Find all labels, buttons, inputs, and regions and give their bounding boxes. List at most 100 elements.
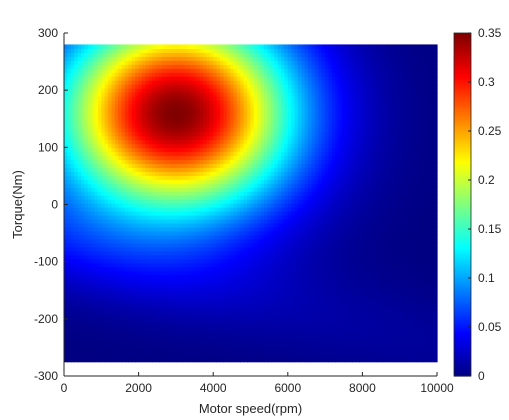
heatmap-cell — [114, 282, 119, 287]
heatmap-cell — [226, 163, 231, 168]
heatmap-cell — [219, 119, 224, 125]
heatmap-cell — [236, 151, 241, 157]
heatmap-cell — [219, 183, 224, 188]
heatmap-cell — [219, 107, 224, 113]
heatmap-cell — [196, 151, 201, 157]
heatmap-cell — [270, 111, 275, 117]
heatmap-cell — [91, 179, 96, 184]
heatmap-cell — [131, 52, 136, 57]
heatmap-cell — [250, 147, 255, 153]
heatmap-cell — [226, 99, 231, 105]
heatmap-cell — [226, 226, 231, 232]
heatmap-cell — [250, 179, 255, 184]
heatmap-cell — [64, 127, 68, 133]
heatmap-cell — [226, 199, 231, 204]
heatmap-cell — [209, 44, 214, 49]
heatmap-cell — [189, 167, 194, 172]
heatmap-cell — [77, 107, 82, 113]
heatmap-cell — [213, 341, 218, 347]
heatmap-cell — [250, 218, 255, 224]
heatmap-cell — [77, 163, 82, 168]
heatmap-cell — [270, 214, 275, 220]
heatmap-cell — [114, 175, 119, 180]
heatmap-cell — [260, 286, 265, 291]
heatmap-cell — [172, 48, 177, 53]
heatmap-cell — [257, 107, 262, 113]
heatmap-cell — [128, 163, 133, 168]
heatmap-cell — [162, 199, 167, 204]
heatmap-cell — [213, 278, 218, 283]
heatmap-cell — [74, 278, 79, 283]
heatmap-cell — [97, 345, 102, 351]
heatmap-cell — [260, 349, 265, 355]
heatmap-cell — [101, 310, 106, 315]
heatmap-cell — [111, 314, 116, 319]
heatmap-cell — [67, 159, 72, 165]
heatmap-cell — [270, 187, 275, 192]
heatmap-cell — [67, 266, 72, 272]
heatmap-cell — [138, 143, 143, 149]
heatmap-cell — [101, 329, 106, 335]
heatmap-cell — [145, 155, 150, 161]
heatmap-cell — [196, 207, 201, 212]
heatmap-cell — [101, 353, 106, 359]
heatmap-cell — [108, 179, 113, 184]
heatmap-cell — [182, 250, 187, 256]
heatmap-cell — [243, 187, 248, 192]
heatmap-cell — [213, 357, 218, 363]
heatmap-cell — [141, 294, 146, 299]
heatmap-cell — [199, 72, 204, 77]
heatmap-cell — [192, 203, 197, 208]
heatmap-cell — [219, 357, 224, 363]
heatmap-cell — [257, 52, 262, 57]
heatmap-cell — [111, 214, 116, 220]
heatmap-cell — [230, 171, 235, 176]
heatmap-cell — [179, 48, 184, 53]
heatmap-cell — [158, 68, 163, 73]
heatmap-cell — [175, 179, 180, 184]
heatmap-cell — [216, 151, 221, 157]
heatmap-cell — [138, 282, 143, 287]
heatmap-cell — [203, 159, 208, 165]
heatmap-cell — [209, 234, 214, 240]
heatmap-cell — [243, 119, 248, 125]
heatmap-cell — [169, 60, 174, 65]
heatmap-cell — [145, 68, 150, 73]
heatmap-cell — [131, 107, 136, 113]
heatmap-cell — [70, 310, 75, 315]
heatmap-cell — [94, 207, 99, 212]
heatmap-cell — [70, 159, 75, 165]
heatmap-cell — [270, 56, 275, 61]
heatmap-cell — [253, 179, 258, 184]
heatmap-cell — [196, 163, 201, 168]
heatmap-cell — [74, 199, 79, 204]
heatmap-cell — [199, 294, 204, 299]
heatmap-cell — [247, 329, 252, 335]
heatmap-cell — [118, 103, 123, 109]
heatmap-cell — [243, 72, 248, 77]
heatmap-cell — [226, 123, 231, 129]
heatmap-cell — [240, 234, 245, 240]
heatmap-cell — [101, 254, 106, 260]
heatmap-cell — [172, 353, 177, 359]
heatmap-cell — [145, 135, 150, 141]
heatmap-cell — [70, 286, 75, 291]
heatmap-cell — [118, 187, 123, 192]
heatmap-cell — [74, 345, 79, 351]
heatmap-cell — [158, 175, 163, 180]
heatmap-cell — [135, 298, 140, 303]
heatmap-cell — [189, 286, 194, 291]
heatmap-cell — [253, 52, 258, 57]
heatmap-cell — [226, 191, 231, 196]
heatmap-cell — [209, 333, 214, 339]
heatmap-cell — [101, 274, 106, 280]
heatmap-cell — [131, 56, 136, 61]
heatmap-cell — [199, 175, 204, 180]
heatmap-cell — [138, 163, 143, 168]
heatmap-cell — [97, 262, 102, 268]
heatmap-cell — [111, 171, 116, 176]
heatmap-cell — [101, 147, 106, 153]
heatmap-cell — [169, 111, 174, 117]
heatmap-cell — [67, 48, 72, 53]
heatmap-cell — [148, 270, 153, 276]
